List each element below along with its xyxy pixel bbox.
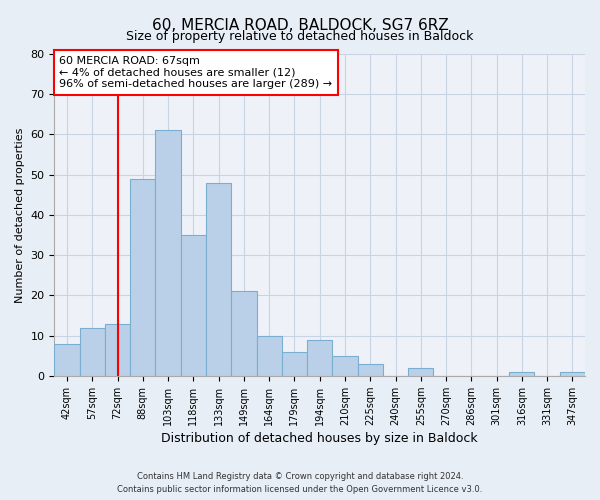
Bar [231,292,257,376]
X-axis label: Distribution of detached houses by size in Baldock: Distribution of detached houses by size … [161,432,478,445]
Bar [80,328,105,376]
Text: Contains HM Land Registry data © Crown copyright and database right 2024.
Contai: Contains HM Land Registry data © Crown c… [118,472,482,494]
Bar [55,344,80,376]
Bar [181,235,206,376]
Bar [105,324,130,376]
Bar [282,352,307,376]
Bar [257,336,282,376]
Bar [130,178,155,376]
Bar [358,364,383,376]
Bar [155,130,181,376]
Text: 60, MERCIA ROAD, BALDOCK, SG7 6RZ: 60, MERCIA ROAD, BALDOCK, SG7 6RZ [152,18,448,32]
Bar [206,182,231,376]
Y-axis label: Number of detached properties: Number of detached properties [15,127,25,302]
Bar [509,372,535,376]
Bar [307,340,332,376]
Bar [332,356,358,376]
Bar [560,372,585,376]
Text: Size of property relative to detached houses in Baldock: Size of property relative to detached ho… [127,30,473,43]
Bar [408,368,433,376]
Text: 60 MERCIA ROAD: 67sqm
← 4% of detached houses are smaller (12)
96% of semi-detac: 60 MERCIA ROAD: 67sqm ← 4% of detached h… [59,56,332,89]
